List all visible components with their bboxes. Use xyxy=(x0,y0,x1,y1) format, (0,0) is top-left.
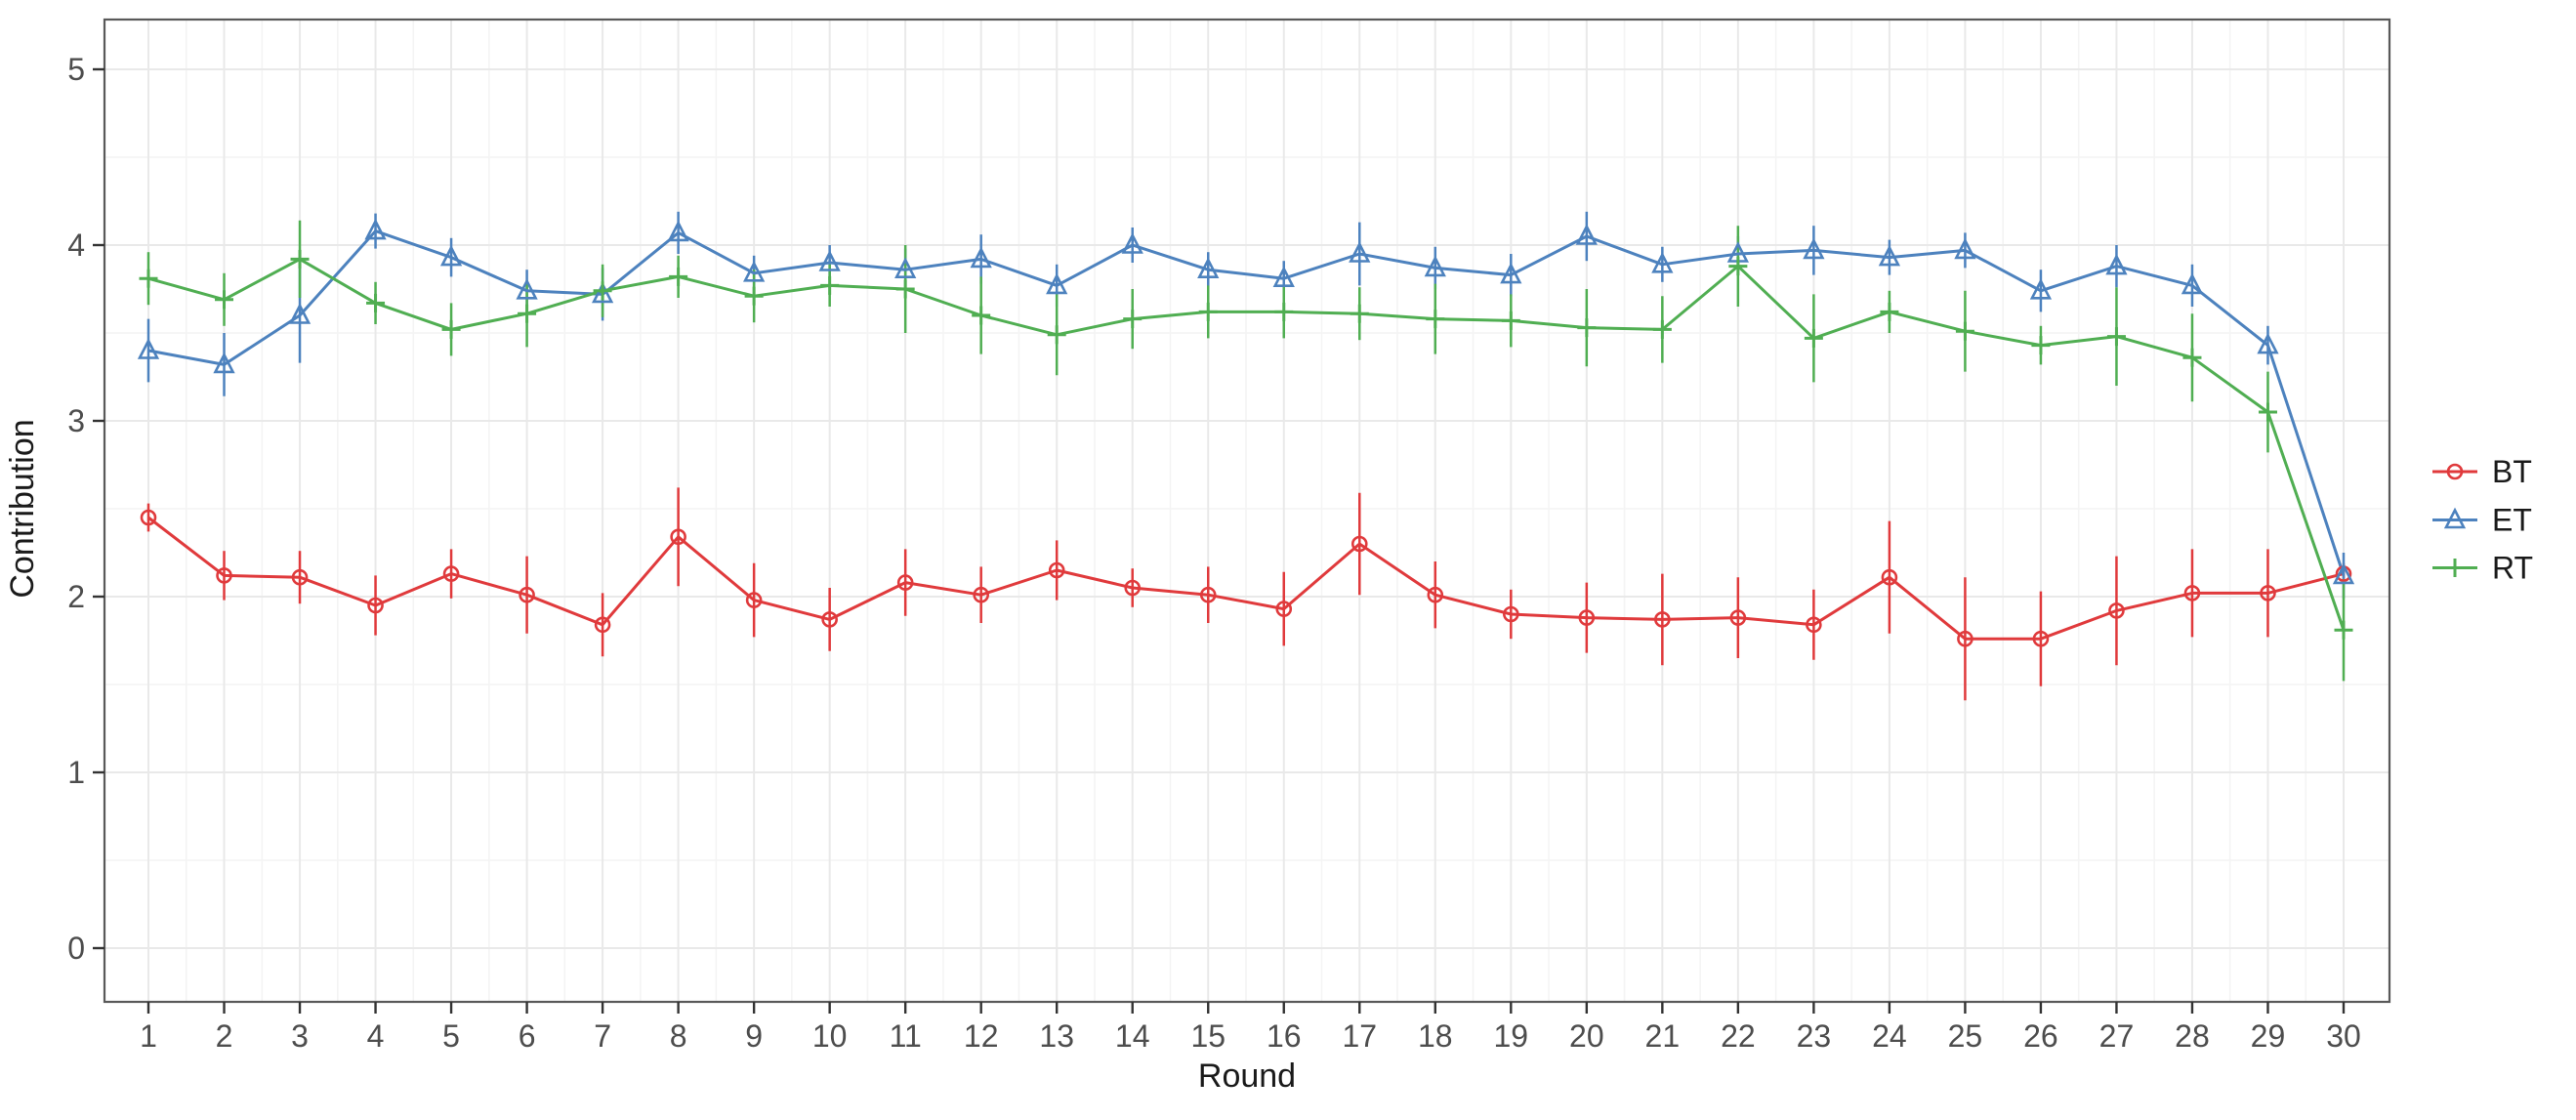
series-RT-markers xyxy=(139,249,2353,640)
panel-background xyxy=(104,20,2389,1002)
panel-border xyxy=(103,18,2391,1004)
y-tick-label: 1 xyxy=(67,755,85,790)
x-tick-label: 18 xyxy=(1418,1018,1453,1054)
y-tick-label: 3 xyxy=(67,403,85,438)
x-tick-label: 28 xyxy=(2175,1018,2210,1054)
x-tick-label: 25 xyxy=(1948,1018,1983,1054)
x-tick-label: 29 xyxy=(2251,1018,2286,1054)
y-tick-label: 2 xyxy=(67,579,85,614)
series-ET-markers xyxy=(137,218,2355,585)
x-tick-label: 22 xyxy=(1721,1018,1756,1054)
y-tick-label: 4 xyxy=(67,228,85,263)
x-tick-label: 16 xyxy=(1267,1018,1302,1054)
x-tick-label: 1 xyxy=(140,1018,157,1054)
x-tick-label: 12 xyxy=(964,1018,999,1054)
legend-label: RT xyxy=(2492,551,2533,586)
x-axis-title: Round xyxy=(1198,1058,1296,1095)
legend-item-BT: BT xyxy=(2432,454,2532,489)
y-tick-label: 0 xyxy=(67,931,85,966)
legend-item-ET: ET xyxy=(2432,503,2532,538)
y-tick-label: 5 xyxy=(67,52,85,87)
legend-item-RT: RT xyxy=(2432,551,2533,586)
legend-label: BT xyxy=(2492,454,2532,489)
series-RT-line xyxy=(147,257,2346,631)
x-tick-label: 20 xyxy=(1569,1018,1604,1054)
y-axis-title: Contribution xyxy=(4,419,41,598)
x-tick-label: 6 xyxy=(519,1018,536,1054)
x-tick-label: 4 xyxy=(367,1018,385,1054)
x-tick-label: 9 xyxy=(745,1018,763,1054)
y-axis: 0 1 2 3 4 5 xyxy=(67,52,104,966)
legend-label: ET xyxy=(2492,503,2532,538)
x-tick-label: 19 xyxy=(1494,1018,1529,1054)
x-tick-label: 7 xyxy=(594,1018,611,1054)
x-tick-label: 23 xyxy=(1797,1018,1832,1054)
x-tick-label: 27 xyxy=(2099,1018,2135,1054)
series-BT-line xyxy=(147,516,2345,641)
grid-minor xyxy=(104,20,2389,1002)
x-tick-label: 8 xyxy=(670,1018,687,1054)
series-BT-markers xyxy=(140,509,2352,647)
x-tick-label: 10 xyxy=(812,1018,848,1054)
x-tick-label: 2 xyxy=(216,1018,233,1054)
x-tick-label: 21 xyxy=(1645,1018,1681,1054)
x-tick-label: 26 xyxy=(2023,1018,2058,1054)
x-axis: 1 2 3 4 5 6 7 8 9 10 11 12 13 14 15 16 17 18 19 20 21 22 23 24 2… xyxy=(140,1002,2361,1054)
legend: BT ET RT xyxy=(2432,454,2533,586)
x-tick-label: 17 xyxy=(1342,1018,1377,1054)
x-tick-label: 24 xyxy=(1872,1018,1907,1054)
x-tick-label: 5 xyxy=(442,1018,460,1054)
x-tick-label: 11 xyxy=(890,1018,922,1054)
x-tick-label: 30 xyxy=(2326,1018,2361,1054)
x-tick-label: 13 xyxy=(1039,1018,1074,1054)
series-ET-line xyxy=(147,229,2346,576)
x-tick-label: 14 xyxy=(1115,1018,1150,1054)
x-tick-label: 15 xyxy=(1190,1018,1226,1054)
x-tick-label: 3 xyxy=(291,1018,309,1054)
